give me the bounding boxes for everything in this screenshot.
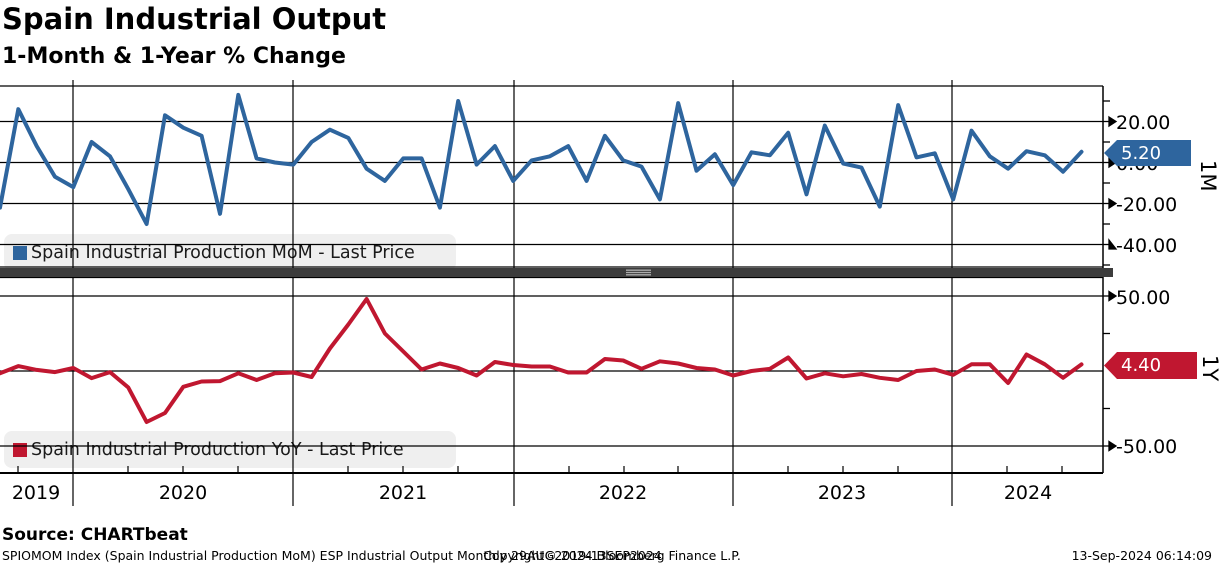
year-gridlines	[72, 80, 953, 506]
legend-yoy[interactable]: Spain Industrial Production YoY - Last P…	[4, 431, 456, 468]
mom-last-price-badge: 5.20	[1104, 140, 1191, 166]
ytick-top-20: 20.00	[1116, 112, 1171, 134]
ytick-top-neg20: -20.00	[1116, 194, 1178, 216]
xtick-2019: 2019	[11, 482, 61, 504]
splitter-handle-icon[interactable]	[626, 269, 651, 276]
xtick-2020: 2020	[158, 482, 208, 504]
mom-legend-label: Spain Industrial Production MoM - Last P…	[31, 242, 415, 263]
bottom-panel-axis-tag: 1Y	[1198, 355, 1222, 382]
footer-ticker-info: SPIOMOM Index (Spain Industrial Producti…	[2, 548, 662, 563]
x-axis-ticks	[17, 466, 1063, 473]
yoy-legend-label: Spain Industrial Production YoY - Last P…	[31, 439, 404, 460]
xtick-2022: 2022	[598, 482, 648, 504]
yoy-line	[0, 297, 1084, 424]
xtick-2024: 2024	[1003, 482, 1053, 504]
source-label: Source: CHARTbeat	[2, 525, 188, 545]
legend-mom[interactable]: Spain Industrial Production MoM - Last P…	[4, 234, 456, 271]
ytick-bottom-50: 50.00	[1116, 287, 1171, 309]
top-panel-axis-tag: 1M	[1196, 160, 1220, 192]
mom-line	[0, 92, 1084, 226]
mom-legend-swatch	[13, 245, 27, 260]
xtick-2023: 2023	[817, 482, 867, 504]
footer-copyright: Copyright© 2024 Bloomberg Finance L.P.	[483, 548, 741, 563]
page-subtitle: 1-Month & 1-Year % Change	[2, 44, 346, 69]
y-axis-minor-ticks	[1103, 100, 1110, 410]
panel-splitter[interactable]	[0, 268, 1113, 277]
footer-timestamp: 13-Sep-2024 06:14:09	[1071, 548, 1212, 563]
ytick-top-neg40: -40.00	[1116, 235, 1178, 257]
bottom-panel-gridlines	[0, 276, 1103, 447]
yoy-last-price-badge: 4.40	[1104, 352, 1197, 379]
top-panel-gridlines	[0, 85, 1103, 268]
page-title: Spain Industrial Output	[2, 2, 387, 36]
y-axis-arrow-ticks	[1103, 115, 1118, 452]
ytick-bottom-neg50: -50.00	[1116, 436, 1178, 458]
xtick-2021: 2021	[378, 482, 428, 504]
